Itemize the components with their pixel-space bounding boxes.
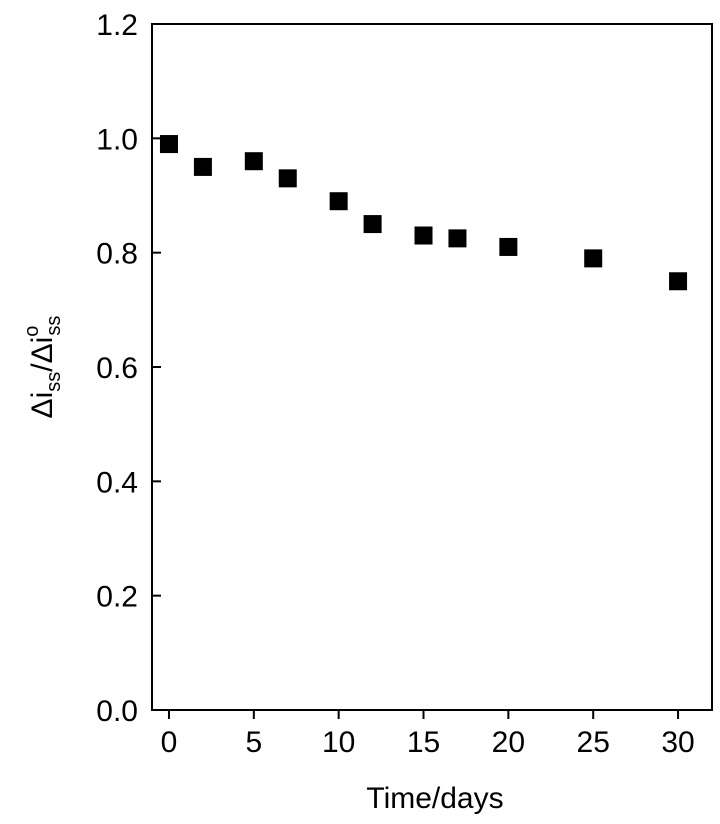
- point: [244, 152, 263, 171]
- y-tick-label: 0.0: [96, 695, 138, 728]
- y-axis-label-part: /Δi: [26, 337, 59, 372]
- y-tick-label: 0.8: [96, 238, 138, 271]
- x-tick-label: 10: [322, 726, 355, 759]
- y-axis-label-part: Δi: [26, 392, 59, 419]
- y-tick-label: 1.0: [96, 123, 138, 156]
- plot-frame: [151, 23, 713, 711]
- x-tick-label: 5: [245, 726, 262, 759]
- point: [329, 192, 348, 211]
- y-axis-label-part: o: [21, 326, 43, 337]
- y-tick-label: 1.2: [96, 9, 138, 42]
- y-tick-label: 0.2: [96, 581, 138, 614]
- point: [669, 272, 688, 291]
- y-axis-label: Δiss/Δioss: [21, 316, 65, 419]
- x-tick-label: 30: [661, 726, 694, 759]
- y-axis-label-part: ss: [43, 316, 65, 336]
- x-tick-label: 0: [161, 726, 178, 759]
- x-tick-label: 20: [492, 726, 525, 759]
- x-tick-label: 25: [577, 726, 610, 759]
- point: [414, 226, 433, 245]
- point: [278, 169, 297, 188]
- y-tick-label: 0.6: [96, 352, 138, 385]
- point: [584, 249, 603, 268]
- y-axis-label-part: ss: [43, 372, 65, 392]
- point: [193, 157, 212, 176]
- x-axis-label: Time/days: [366, 782, 503, 815]
- point: [448, 229, 467, 248]
- y-tick-label: 0.4: [96, 466, 138, 499]
- point: [159, 135, 178, 154]
- point: [499, 237, 518, 256]
- point: [363, 215, 382, 234]
- x-tick-label: 15: [407, 726, 440, 759]
